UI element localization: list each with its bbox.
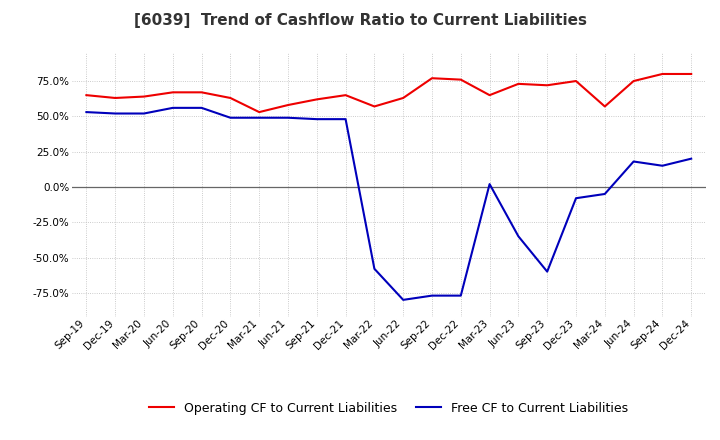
Operating CF to Current Liabilities bbox=[226, 95, 235, 101]
Operating CF to Current Liabilities bbox=[485, 92, 494, 98]
Free CF to Current Liabilities bbox=[514, 234, 523, 239]
Operating CF to Current Liabilities bbox=[456, 77, 465, 82]
Operating CF to Current Liabilities bbox=[341, 92, 350, 98]
Operating CF to Current Liabilities bbox=[399, 95, 408, 101]
Operating CF to Current Liabilities bbox=[140, 94, 148, 99]
Operating CF to Current Liabilities bbox=[687, 71, 696, 77]
Free CF to Current Liabilities bbox=[82, 110, 91, 115]
Free CF to Current Liabilities bbox=[111, 111, 120, 116]
Free CF to Current Liabilities bbox=[428, 293, 436, 298]
Operating CF to Current Liabilities bbox=[428, 76, 436, 81]
Free CF to Current Liabilities bbox=[687, 156, 696, 161]
Operating CF to Current Liabilities bbox=[370, 104, 379, 109]
Operating CF to Current Liabilities bbox=[572, 78, 580, 84]
Operating CF to Current Liabilities bbox=[658, 71, 667, 77]
Free CF to Current Liabilities bbox=[370, 266, 379, 271]
Free CF to Current Liabilities bbox=[629, 159, 638, 164]
Text: [6039]  Trend of Cashflow Ratio to Current Liabilities: [6039] Trend of Cashflow Ratio to Curren… bbox=[133, 13, 587, 28]
Free CF to Current Liabilities bbox=[312, 117, 321, 122]
Operating CF to Current Liabilities bbox=[82, 92, 91, 98]
Operating CF to Current Liabilities bbox=[312, 97, 321, 102]
Free CF to Current Liabilities bbox=[284, 115, 292, 121]
Operating CF to Current Liabilities bbox=[629, 78, 638, 84]
Free CF to Current Liabilities bbox=[572, 195, 580, 201]
Free CF to Current Liabilities bbox=[399, 297, 408, 302]
Free CF to Current Liabilities bbox=[226, 115, 235, 121]
Free CF to Current Liabilities bbox=[197, 105, 206, 110]
Operating CF to Current Liabilities bbox=[284, 103, 292, 108]
Legend: Operating CF to Current Liabilities, Free CF to Current Liabilities: Operating CF to Current Liabilities, Fre… bbox=[144, 397, 634, 420]
Free CF to Current Liabilities bbox=[456, 293, 465, 298]
Operating CF to Current Liabilities bbox=[600, 104, 609, 109]
Operating CF to Current Liabilities bbox=[197, 90, 206, 95]
Operating CF to Current Liabilities bbox=[168, 90, 177, 95]
Line: Free CF to Current Liabilities: Free CF to Current Liabilities bbox=[86, 108, 691, 300]
Free CF to Current Liabilities bbox=[168, 105, 177, 110]
Operating CF to Current Liabilities bbox=[111, 95, 120, 101]
Operating CF to Current Liabilities bbox=[514, 81, 523, 87]
Free CF to Current Liabilities bbox=[255, 115, 264, 121]
Operating CF to Current Liabilities bbox=[543, 83, 552, 88]
Line: Operating CF to Current Liabilities: Operating CF to Current Liabilities bbox=[86, 74, 691, 112]
Free CF to Current Liabilities bbox=[140, 111, 148, 116]
Free CF to Current Liabilities bbox=[600, 191, 609, 197]
Operating CF to Current Liabilities bbox=[255, 110, 264, 115]
Free CF to Current Liabilities bbox=[543, 269, 552, 274]
Free CF to Current Liabilities bbox=[341, 117, 350, 122]
Free CF to Current Liabilities bbox=[658, 163, 667, 169]
Free CF to Current Liabilities bbox=[485, 181, 494, 187]
